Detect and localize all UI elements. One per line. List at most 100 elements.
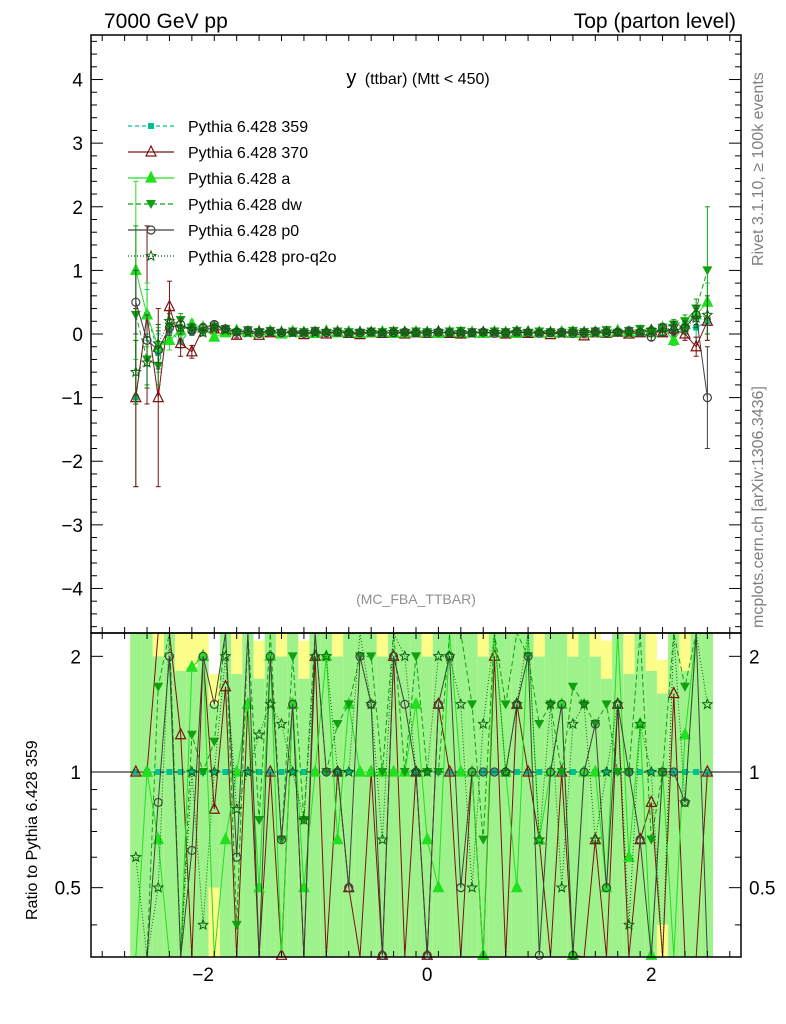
ratio-band-inner — [668, 633, 680, 957]
ratio-point — [398, 649, 411, 662]
data-point — [656, 325, 669, 338]
data-point — [533, 326, 546, 338]
data-point — [489, 328, 500, 338]
ratio-point — [286, 765, 299, 778]
data-point — [566, 325, 580, 337]
data-point — [377, 328, 387, 338]
data-point — [232, 327, 242, 337]
ratio-bands — [91, 633, 741, 957]
ratio-series-5 — [129, 632, 714, 958]
data-point — [197, 326, 210, 338]
ratio-ylabel: Ratio to Pythia 6.428 359 — [24, 740, 41, 920]
ratio-point — [289, 768, 296, 775]
ratio-band-inner — [242, 633, 254, 957]
ratio-point — [343, 700, 354, 710]
ratio-point — [331, 765, 344, 778]
data-point — [299, 328, 309, 338]
ratio-point — [544, 697, 557, 710]
ratio-band-inner — [511, 633, 523, 957]
data-point — [510, 325, 523, 338]
ratio-band-inner — [623, 674, 635, 957]
data-point — [275, 325, 288, 337]
ratio-point — [209, 737, 220, 747]
data-point — [342, 326, 355, 338]
data-point — [690, 339, 703, 352]
ratio-point — [278, 768, 285, 775]
ratio-point — [264, 697, 277, 710]
ratio-point — [287, 652, 298, 662]
ratio-band-inner — [432, 633, 445, 957]
ratio-point — [152, 881, 165, 893]
ratio-point — [478, 767, 488, 777]
data-point — [454, 325, 467, 338]
ratio-point — [454, 697, 467, 710]
ratio-point — [331, 832, 344, 845]
ratio-point — [232, 852, 242, 862]
legend-marker — [146, 200, 156, 209]
legend-label: Pythia 6.428 a — [188, 171, 290, 188]
ratio-point — [456, 883, 466, 893]
data-point — [589, 326, 602, 338]
ratio-point — [230, 802, 243, 815]
y-tick-label: −4 — [61, 579, 83, 600]
ratio-point — [433, 699, 444, 709]
ratio-point — [187, 845, 197, 856]
ratio-point — [166, 768, 173, 775]
side-rivet: Rivet 3.1.10, ≥ 100k events — [750, 72, 767, 266]
ratio-band-inner — [320, 633, 332, 957]
data-point — [409, 326, 423, 338]
ratio-band-inner — [444, 633, 456, 957]
ratio-point — [667, 686, 680, 699]
ratio-point — [265, 651, 275, 661]
ratio-band-inner — [175, 670, 187, 957]
x-tick-label: 2 — [646, 965, 657, 986]
data-point — [432, 325, 445, 337]
ratio-point — [275, 717, 288, 730]
data-point — [208, 329, 221, 342]
data-point — [387, 325, 400, 338]
data-point — [355, 328, 365, 338]
legend-entry: Pythia 6.428 p0 — [128, 223, 299, 240]
ratio-point — [488, 648, 501, 661]
data-point — [622, 326, 635, 338]
ratio-point — [297, 813, 310, 826]
ratio-point — [129, 850, 142, 863]
data-point — [477, 325, 490, 337]
ratio-point — [153, 797, 163, 808]
ratio-line-5 — [135, 632, 708, 958]
legend-marker — [144, 249, 158, 262]
ratio-point — [186, 730, 197, 740]
ratio-band-inner — [343, 633, 355, 957]
ratio-point — [589, 764, 602, 777]
ratio-point — [681, 768, 688, 775]
ratio-point — [141, 764, 154, 777]
data-point — [544, 325, 557, 338]
data-point — [499, 326, 512, 338]
data-point — [331, 325, 344, 338]
ratio-band-inner — [197, 656, 209, 957]
ratio-point — [198, 767, 209, 777]
ratio-point — [164, 651, 175, 661]
ratio-point — [454, 764, 467, 777]
ratio-point — [678, 796, 691, 808]
ratio-line-3 — [135, 631, 708, 958]
ratio-band-inner — [500, 633, 512, 957]
ratio-point — [353, 764, 366, 777]
data-point — [353, 325, 366, 337]
ratio-point — [276, 835, 287, 845]
ratio-tick-label-right: 1 — [749, 763, 760, 784]
ratio-point — [256, 768, 263, 775]
legend-label: Pythia 6.428 p0 — [188, 223, 299, 240]
ratio-point — [211, 768, 218, 775]
ratio-point — [578, 697, 591, 710]
ratio-point — [432, 880, 445, 893]
data-point — [701, 308, 714, 321]
ratio-band-inner — [477, 656, 489, 957]
ratio-point — [701, 697, 714, 710]
plot-title: y (ttbar) (Mtt < 450) — [346, 67, 489, 89]
ratio-band-inner — [634, 633, 646, 957]
ratio-band-inner — [141, 633, 153, 957]
data-point — [152, 390, 165, 403]
ratio-series — [129, 631, 714, 960]
data-point — [163, 299, 176, 312]
